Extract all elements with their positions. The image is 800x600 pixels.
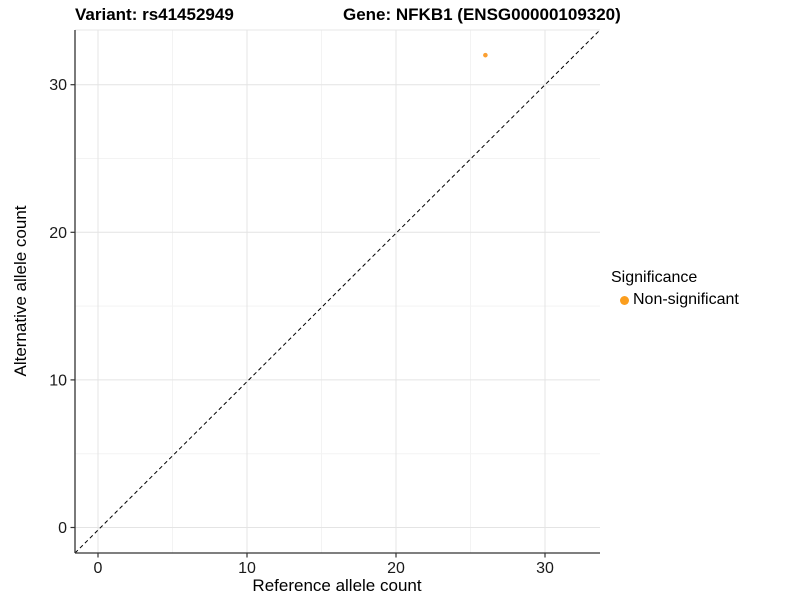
legend-item: Non-significant	[611, 291, 739, 309]
legend-item-label: Non-significant	[633, 291, 739, 308]
legend-point-icon	[620, 295, 629, 305]
legend-title: Significance	[611, 269, 698, 286]
identity-line	[74, 29, 601, 554]
x-tick-label: 10	[238, 560, 256, 577]
plot-title-gene: Gene: NFKB1 (ENSG00000109320)	[343, 5, 621, 24]
x-tick-label: 30	[536, 560, 554, 577]
x-tick-label: 0	[94, 560, 103, 577]
y-tick-label: 30	[49, 77, 67, 94]
y-axis-title: Alternative allele count	[11, 205, 30, 377]
x-tick-label: 20	[387, 560, 405, 577]
data-point	[483, 52, 488, 58]
legend: Significance Non-significant	[611, 269, 739, 309]
y-tick-label: 20	[49, 225, 67, 242]
plot-title-variant: Variant: rs41452949	[75, 5, 234, 24]
x-axis-title: Reference allele count	[252, 576, 422, 595]
y-tick-label: 0	[58, 520, 67, 537]
y-tick-label: 10	[49, 372, 67, 389]
